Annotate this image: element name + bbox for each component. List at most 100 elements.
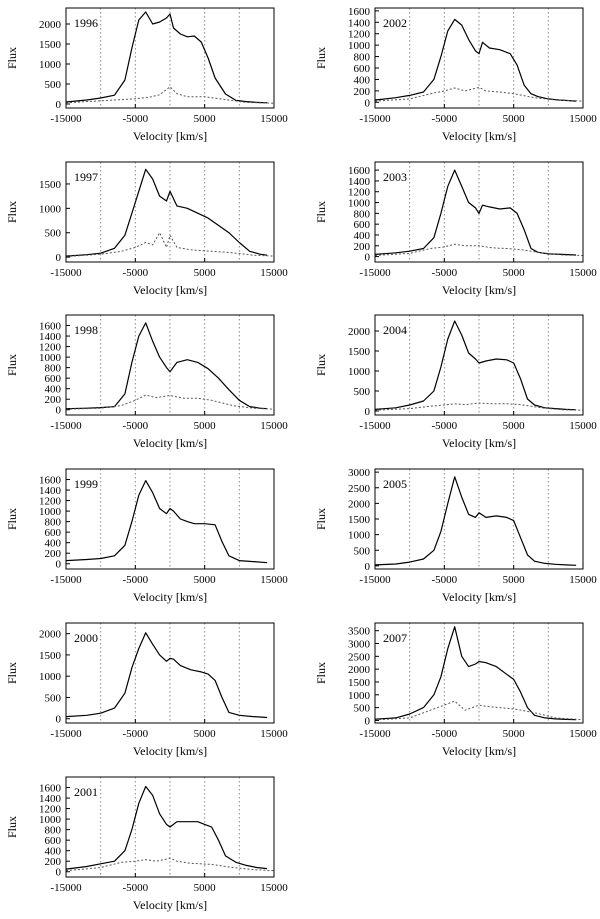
y-axis-label: Flux xyxy=(314,354,328,376)
y-tick-label: 800 xyxy=(45,825,62,837)
y-tick-label: 500 xyxy=(45,692,62,704)
x-tick-label: -15000 xyxy=(359,113,391,125)
panel-2005: -15000 -5000 5000 15000 0 500 1000 1500 2000 2500… xyxy=(314,467,597,604)
y-tick-label: 1400 xyxy=(39,331,62,343)
y-tick-label: 400 xyxy=(354,230,371,242)
y-tick-label: 600 xyxy=(45,835,62,847)
y-axis-label: Flux xyxy=(5,47,19,69)
x-tick-label: -5000 xyxy=(431,267,457,279)
y-tick-label: 200 xyxy=(45,548,62,560)
spectrum-line-2000 xyxy=(65,632,268,719)
y-tick-label: 2500 xyxy=(348,651,371,663)
y-tick-label: 2500 xyxy=(348,483,371,495)
y-axis-label: Flux xyxy=(314,662,328,684)
y-tick-label: 500 xyxy=(45,79,62,91)
x-axis-label: Velocity [km/s] xyxy=(442,590,516,604)
spectrum-line-2005 xyxy=(374,476,577,566)
panel-2003: -15000 -5000 5000 15000 02004006008001000120… xyxy=(314,161,597,297)
x-tick-label: -15000 xyxy=(359,574,391,586)
y-tick-label: 200 xyxy=(354,86,371,98)
x-tick-label: 15000 xyxy=(260,574,288,586)
x-axis-label: Velocity [km/s] xyxy=(442,436,516,450)
y-tick-label: 1200 xyxy=(39,804,62,816)
x-tick-label: 15000 xyxy=(260,420,288,432)
y-tick-label: 1600 xyxy=(348,6,371,18)
x-tick-label: 15000 xyxy=(569,113,597,125)
y-tick-label: 1000 xyxy=(39,203,62,215)
y-tick-label: 800 xyxy=(45,363,62,375)
x-tick-label: 15000 xyxy=(260,882,288,894)
panel-2002: -15000 -5000 5000 15000 02004006008001000120… xyxy=(314,6,597,143)
y-tick-label: 1600 xyxy=(39,475,62,487)
panel-1997: -15000 -5000 5000 15000 0 500 1000 1500 1997 Velo… xyxy=(5,161,288,297)
plot-frame xyxy=(65,622,275,724)
x-tick-label: -5000 xyxy=(122,882,148,894)
y-tick-label: 400 xyxy=(45,538,62,550)
x-tick-label: 15000 xyxy=(260,267,288,279)
y-tick-label: 1200 xyxy=(39,342,62,354)
x-tick-label: 5000 xyxy=(194,728,217,740)
y-tick-label: 2000 xyxy=(39,19,62,31)
x-tick-label: -5000 xyxy=(431,574,457,586)
year-label: 1996 xyxy=(74,16,98,30)
spectrum-line-1998 xyxy=(65,322,268,410)
spectrum-line-2004 xyxy=(374,320,577,411)
y-tick-label: 0 xyxy=(365,406,371,418)
y-tick-label: 1500 xyxy=(39,650,62,662)
y-tick-label: 0 xyxy=(365,561,371,573)
plot-frame xyxy=(65,161,275,263)
spectrum-line-2003 xyxy=(374,169,577,256)
x-tick-label: 5000 xyxy=(503,113,526,125)
spectrum-line-2007 xyxy=(374,626,577,721)
y-tick-label: 2000 xyxy=(348,326,371,338)
y-axis-label: Flux xyxy=(314,47,328,69)
y-tick-label: 1400 xyxy=(348,17,371,29)
y-tick-label: 1000 xyxy=(39,506,62,518)
y-tick-label: 200 xyxy=(45,856,62,868)
x-tick-label: 5000 xyxy=(503,267,526,279)
y-tick-label: 200 xyxy=(354,241,371,253)
y-tick-label: 1000 xyxy=(39,59,62,71)
y-axis-label: Flux xyxy=(314,201,328,223)
spectrum-line-1996 xyxy=(65,11,268,104)
panel-1998: -15000 -5000 5000 15000 02004006008001000120… xyxy=(5,314,288,450)
y-tick-label: 200 xyxy=(45,394,62,406)
y-tick-label: 800 xyxy=(354,52,371,64)
year-label: 1998 xyxy=(74,323,98,337)
year-label: 2002 xyxy=(383,16,407,30)
y-tick-label: 3500 xyxy=(348,626,371,638)
model-line-2004 xyxy=(374,402,584,411)
x-axis-label: Velocity [km/s] xyxy=(133,898,207,912)
x-tick-label: 5000 xyxy=(194,574,217,586)
year-label: 2001 xyxy=(74,785,98,799)
y-tick-label: 0 xyxy=(56,559,62,571)
y-tick-label: 1400 xyxy=(348,176,371,188)
x-tick-label: -5000 xyxy=(431,420,457,432)
plot-frame xyxy=(374,161,584,263)
x-tick-label: -15000 xyxy=(50,267,82,279)
x-axis-label: Velocity [km/s] xyxy=(442,744,516,758)
y-tick-label: 3000 xyxy=(348,467,371,479)
y-tick-label: 1500 xyxy=(39,39,62,51)
x-axis-label: Velocity [km/s] xyxy=(133,590,207,604)
y-tick-label: 600 xyxy=(45,527,62,539)
spectrum-line-1999 xyxy=(65,480,268,564)
model-line-2001 xyxy=(65,857,275,872)
x-tick-label: -15000 xyxy=(50,113,82,125)
x-tick-label: -15000 xyxy=(50,420,82,432)
y-tick-label: 400 xyxy=(45,846,62,858)
x-tick-label: -5000 xyxy=(122,728,148,740)
y-tick-label: 600 xyxy=(354,219,371,231)
x-axis-label: Velocity [km/s] xyxy=(442,283,516,297)
y-tick-label: 1000 xyxy=(39,671,62,683)
panel-1996: -15000 -5000 5000 15000 0 500 1000 1500 2000 1996… xyxy=(5,7,288,143)
y-axis-label: Flux xyxy=(5,816,19,838)
x-tick-label: -5000 xyxy=(122,574,148,586)
x-tick-label: 15000 xyxy=(569,267,597,279)
x-axis-label: Velocity [km/s] xyxy=(133,129,207,143)
y-tick-label: 800 xyxy=(45,517,62,529)
y-tick-label: 0 xyxy=(365,715,371,727)
x-tick-label: -15000 xyxy=(50,728,82,740)
plot-frame xyxy=(374,314,584,416)
year-label: 2003 xyxy=(383,170,407,184)
